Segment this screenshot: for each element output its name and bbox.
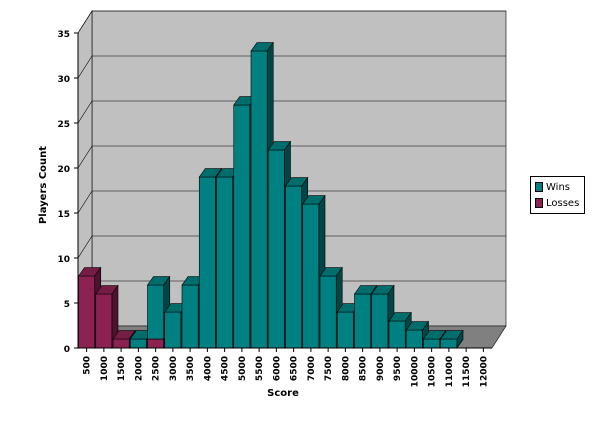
x-tick-label: 3500 xyxy=(186,356,196,381)
bar-front xyxy=(250,50,268,349)
bar-front xyxy=(371,293,389,349)
y-axis-ticks: 0 5 10 15 20 25 30 35 xyxy=(57,30,79,355)
bar-front xyxy=(423,338,441,349)
x-tick-label: 3000 xyxy=(169,356,179,381)
x-tick-label: 8500 xyxy=(359,356,369,381)
bar-front xyxy=(233,104,251,349)
x-axis-ticks: 500 1000 1500 2000 2500 3000 3500 4000 4500 5000 5… xyxy=(78,347,492,387)
x-tick-label: 11000 xyxy=(445,356,455,387)
bar-front xyxy=(267,149,285,349)
bar-front xyxy=(354,293,372,349)
bar-front xyxy=(95,293,113,349)
x-tick-label: 7500 xyxy=(324,356,334,381)
bar-side xyxy=(456,329,464,349)
gridline xyxy=(77,55,506,79)
x-tick-label: 11500 xyxy=(462,356,472,387)
legend-swatch-wins xyxy=(535,182,543,192)
bar-front xyxy=(440,338,458,349)
bar-front xyxy=(147,338,165,349)
x-tick-label: 9000 xyxy=(376,356,386,381)
gridline xyxy=(77,10,506,34)
bar-front xyxy=(285,185,303,349)
x-tick-label: 12000 xyxy=(479,356,489,387)
bar-front xyxy=(198,176,216,349)
x-axis-label: Score xyxy=(267,388,299,399)
bars xyxy=(77,41,464,349)
y-tick-label: 25 xyxy=(57,120,70,130)
legend-item-losses: Losses xyxy=(535,196,579,210)
x-tick-label: 10500 xyxy=(428,356,438,387)
y-tick-label: 20 xyxy=(57,165,70,175)
x-tick-label: 6500 xyxy=(290,356,300,381)
bar-front xyxy=(302,203,320,349)
bar-front xyxy=(147,284,165,340)
x-tick-label: 500 xyxy=(83,356,93,375)
x-tick-label: 4500 xyxy=(221,356,231,381)
bar-front xyxy=(112,338,130,349)
x-tick-label: 6000 xyxy=(272,356,282,381)
x-tick-label: 1000 xyxy=(100,356,110,381)
x-tick-label: 5000 xyxy=(238,356,248,381)
bar-front xyxy=(78,275,96,349)
x-tick-label: 8000 xyxy=(341,356,351,381)
y-axis-label: Players Count xyxy=(38,146,49,224)
bar-front xyxy=(388,320,406,349)
bar-front xyxy=(405,329,423,349)
bar-front xyxy=(129,338,147,349)
bar xyxy=(440,329,464,349)
bar xyxy=(95,284,119,349)
bar-front xyxy=(216,176,234,349)
y-tick-label: 5 xyxy=(64,300,70,310)
bar-front xyxy=(319,275,337,349)
x-tick-label: 1500 xyxy=(117,356,127,381)
legend: Wins Losses xyxy=(530,176,585,214)
gridline xyxy=(77,235,506,259)
x-tick-label: 2500 xyxy=(152,356,162,381)
gridline xyxy=(77,145,506,169)
x-tick-label: 10000 xyxy=(410,356,420,387)
legend-label-losses: Losses xyxy=(546,197,580,209)
y-tick-label: 30 xyxy=(57,75,70,85)
legend-label-wins: Wins xyxy=(546,181,570,193)
x-tick-label: 9500 xyxy=(393,356,403,381)
x-tick-label: 7000 xyxy=(307,356,317,381)
x-tick-label: 5500 xyxy=(255,356,265,381)
bar-front xyxy=(181,284,199,349)
legend-swatch-losses xyxy=(535,198,543,208)
bar-front xyxy=(164,311,182,349)
y-tick-label: 10 xyxy=(57,255,70,265)
x-tick-label: 2000 xyxy=(134,356,144,381)
y-tick-label: 0 xyxy=(64,345,70,355)
x-tick-label: 4000 xyxy=(203,356,213,381)
gridline xyxy=(77,190,506,214)
legend-item-wins: Wins xyxy=(535,180,570,194)
gridline xyxy=(77,100,506,124)
y-tick-label: 15 xyxy=(57,210,70,220)
bar-front xyxy=(336,311,354,349)
y-tick-label: 35 xyxy=(57,30,70,40)
